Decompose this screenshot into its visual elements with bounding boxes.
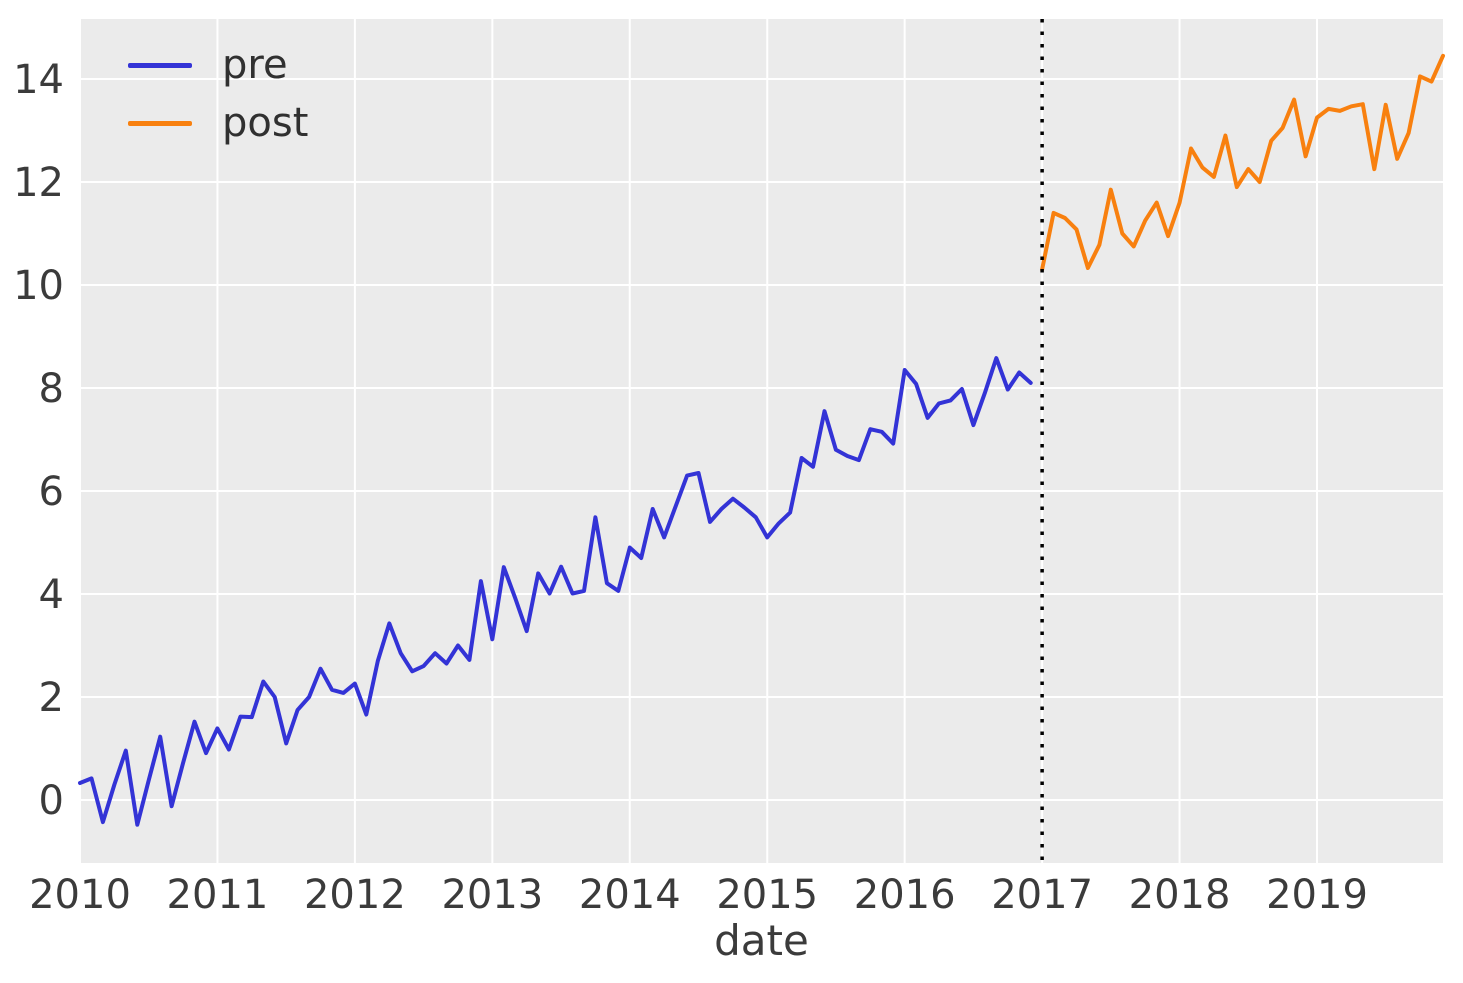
x-tick-label: 2010 <box>29 872 131 918</box>
legend: pre post <box>128 44 308 144</box>
x-tick-label: 2014 <box>579 872 681 918</box>
legend-item-post: post <box>128 102 308 144</box>
plot-area <box>80 19 1443 863</box>
x-tick-label: 2016 <box>854 872 956 918</box>
x-axis-label: date <box>714 916 809 965</box>
legend-label-pre: pre <box>222 42 288 88</box>
post-line-sample <box>128 120 192 126</box>
x-tick-label: 2018 <box>1129 872 1231 918</box>
pre-line-sample <box>128 62 192 68</box>
x-tick-label: 2019 <box>1266 872 1368 918</box>
x-tick-label: 2012 <box>304 872 406 918</box>
x-tick-label: 2011 <box>167 872 269 918</box>
x-tick-label: 2015 <box>716 872 818 918</box>
y-tick-label: 14 <box>13 57 64 103</box>
y-tick-label: 12 <box>13 160 64 206</box>
legend-item-pre: pre <box>128 44 308 86</box>
y-tick-label: 0 <box>39 778 64 824</box>
pre-line <box>78 356 1033 827</box>
tick-labels: 2010 2011 2012 2013 2014 2015 2016 2017 2018 2019… <box>13 57 1368 918</box>
x-tick-label: 2013 <box>441 872 543 918</box>
post-line <box>1040 53 1445 272</box>
y-tick-label: 10 <box>13 263 64 309</box>
y-tick-label: 8 <box>39 366 64 412</box>
x-tick-label: 2017 <box>991 872 1093 918</box>
y-tick-label: 6 <box>39 469 64 515</box>
y-tick-label: 2 <box>39 675 64 721</box>
legend-label-post: post <box>222 100 309 146</box>
y-tick-label: 4 <box>39 572 64 618</box>
